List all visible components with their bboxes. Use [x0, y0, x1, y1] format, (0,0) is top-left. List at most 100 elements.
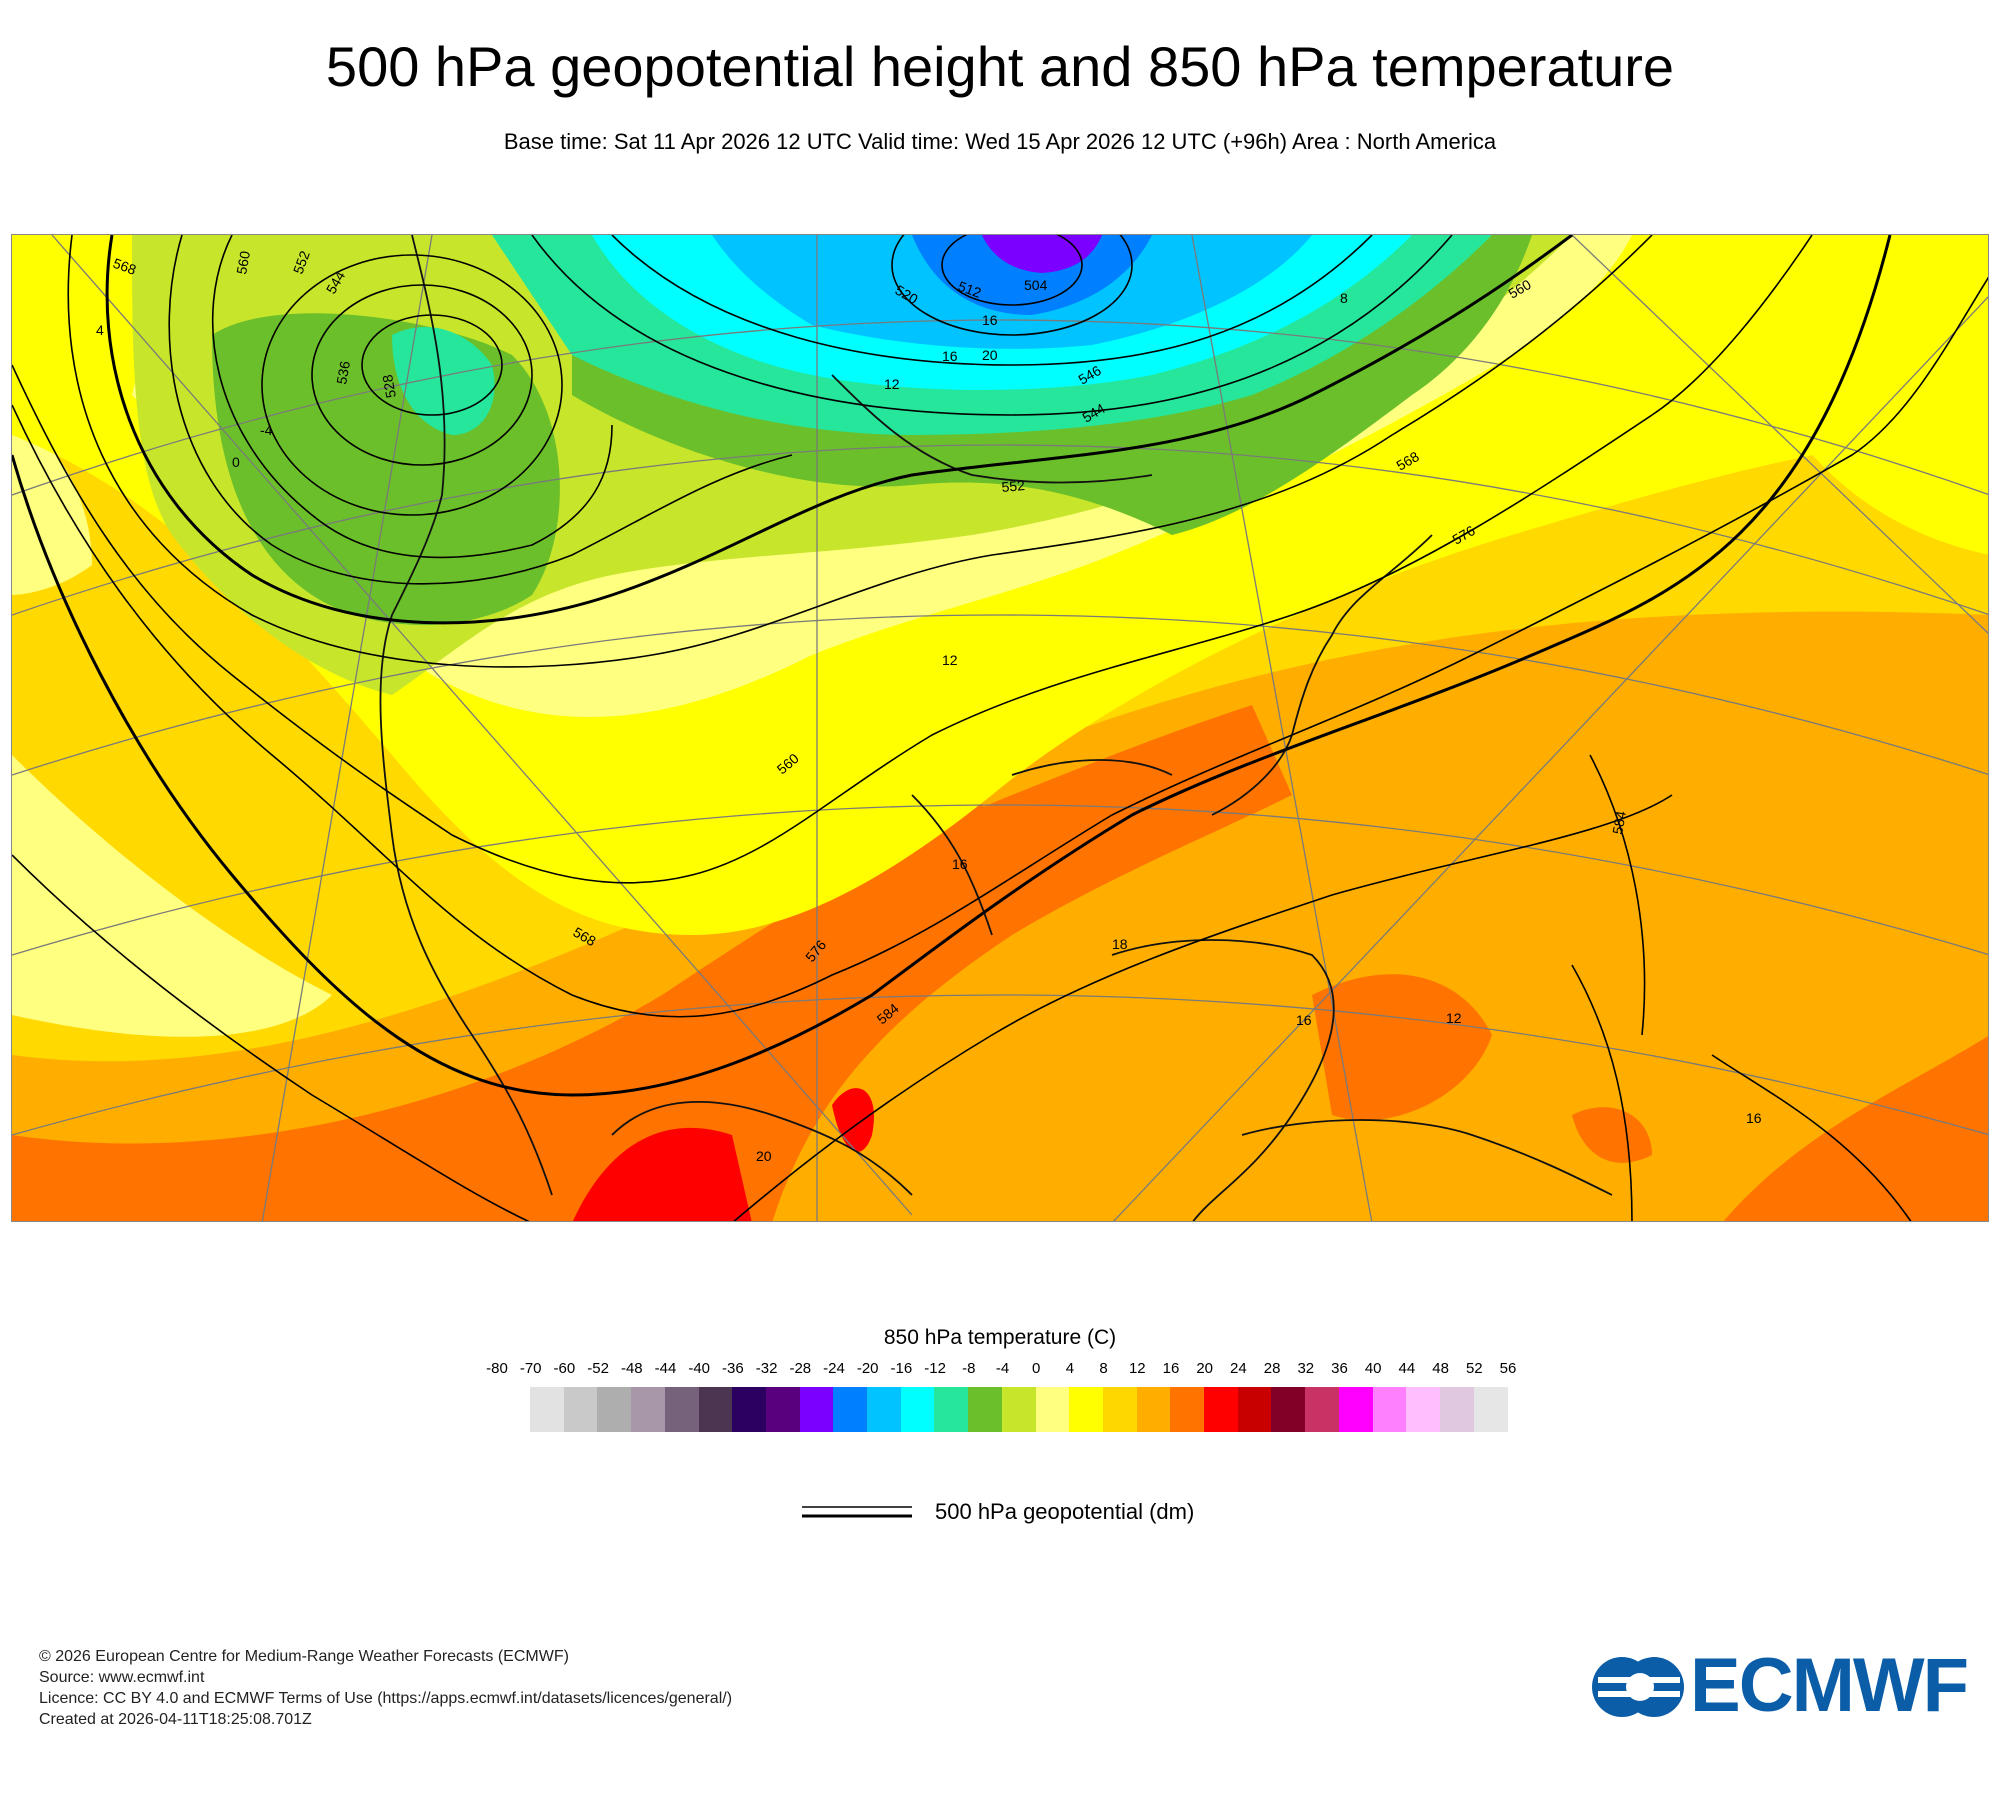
- colorbar-cell: [1406, 1387, 1441, 1432]
- temperature-label: 16: [1746, 1110, 1762, 1126]
- temperature-label: 4: [96, 322, 104, 338]
- licence-line: Licence: CC BY 4.0 and ECMWF Terms of Us…: [39, 1690, 733, 1707]
- colorbar-cell: [1305, 1387, 1340, 1432]
- colorbar-tick-label: 4: [1065, 1360, 1075, 1377]
- colorbar-cell: [698, 1387, 733, 1432]
- geopotential-label: 528: [379, 373, 399, 399]
- colorbar-tick-label: -28: [789, 1360, 812, 1377]
- colorbar-cell: [1102, 1387, 1138, 1432]
- geopotential-label: 552: [290, 248, 313, 276]
- colorbar-tick-label: 20: [1196, 1360, 1214, 1377]
- colorbar-tick-label: 8: [1099, 1360, 1108, 1377]
- colorbar-tick-label: 48: [1432, 1360, 1449, 1377]
- geopotential-label: 584: [1609, 810, 1629, 836]
- geopotential-label: 512: [956, 278, 984, 301]
- colorbar-tick-label: -70: [519, 1360, 542, 1377]
- colorbar-cell: [1170, 1387, 1205, 1432]
- colorbar-tick-label: -52: [587, 1360, 609, 1377]
- temperature-label: 8: [1340, 290, 1348, 306]
- colorbar-cell: [1439, 1387, 1475, 1432]
- colorbar-tick-label: -80: [486, 1360, 508, 1377]
- copyright-line: © 2026 European Centre for Medium-Range …: [39, 1648, 569, 1665]
- colorbar-cell: [1035, 1387, 1070, 1432]
- colorbar-tick-label: 52: [1465, 1360, 1483, 1377]
- colorbar-cell: [867, 1387, 902, 1432]
- colorbar-tick-label: -32: [755, 1360, 778, 1377]
- ecmwf-logo-mark: [1592, 1657, 1684, 1717]
- geopotential-label: 552: [1001, 477, 1026, 495]
- colorbar-cell: [1271, 1387, 1306, 1432]
- colorbar-tick-label: 12: [1128, 1360, 1146, 1377]
- colorbar-cell: [1136, 1387, 1171, 1432]
- colorbar-cell: [1069, 1387, 1104, 1432]
- footer-credits: © 2026 European Centre for Medium-Range …: [39, 1646, 732, 1730]
- colorbar-cell: [1338, 1387, 1373, 1432]
- temperature-label: 18: [1112, 936, 1128, 952]
- colorbar-tick-label: -36: [722, 1360, 744, 1377]
- colorbar-tick-label: 24: [1230, 1360, 1247, 1377]
- temperature-label: -4: [260, 422, 273, 438]
- colorbar-cell: [1001, 1387, 1036, 1432]
- ecmwf-logo: ECMWF: [1588, 1646, 1969, 1726]
- forecast-map[interactable]: 568 560 552 544 536 528 520 512 504 546 …: [11, 234, 1989, 1222]
- temperature-shading: [12, 235, 1988, 1221]
- colorbar-tick-label: 36: [1331, 1360, 1348, 1377]
- geopotential-label: 504: [1024, 277, 1048, 293]
- temperature-label: 16: [952, 856, 968, 872]
- colorbar-tick-label: -8: [962, 1360, 976, 1377]
- graticule: [12, 235, 1988, 1221]
- temperature-label: 16: [942, 348, 958, 364]
- colorbar-cell: [631, 1387, 666, 1432]
- colorbar-cell: [934, 1387, 969, 1432]
- colorbar-tick-label: 32: [1297, 1360, 1315, 1377]
- colorbar-cell: [765, 1387, 801, 1432]
- colorbar-cell: [900, 1387, 935, 1432]
- temperature-label: 12: [884, 376, 900, 392]
- colorbar-tick-label: 28: [1263, 1360, 1281, 1377]
- temperature-label: 0: [232, 454, 240, 470]
- temperature-colorbar: [530, 1387, 1508, 1432]
- colorbar-cell: [1473, 1387, 1508, 1432]
- colorbar-tick-label: -12: [924, 1360, 946, 1377]
- chart-subtitle: Base time: Sat 11 Apr 2026 12 UTC Valid …: [503, 129, 1497, 154]
- colorbar-tick-label: -44: [654, 1360, 677, 1377]
- colorbar-cell: [1204, 1387, 1239, 1432]
- colorbar-tick-label: -16: [890, 1360, 913, 1377]
- colorbar-cell: [530, 1387, 565, 1432]
- temperature-label: 12: [1446, 1010, 1462, 1026]
- colorbar-cell: [732, 1387, 767, 1432]
- temperature-legend-title: 850 hPa temperature (C): [883, 1326, 1117, 1349]
- geopotential-label: 560: [233, 250, 253, 276]
- colorbar-cell: [597, 1387, 632, 1432]
- geopotential-contours: [12, 235, 1988, 1221]
- geopotential-label: 568: [111, 255, 139, 278]
- temperature-label: 16: [982, 312, 998, 328]
- colorbar-tick-label: -48: [620, 1360, 643, 1377]
- colorbar-tick-label: -40: [688, 1360, 711, 1377]
- colorbar-tick-label: 44: [1398, 1360, 1416, 1377]
- colorbar-tick-label: -20: [856, 1360, 879, 1377]
- temperature-label: 20: [982, 347, 998, 363]
- colorbar-tick-label: 16: [1162, 1360, 1180, 1377]
- temperature-label: 20: [756, 1148, 772, 1164]
- colorbar-tick-label: -24: [823, 1360, 845, 1377]
- colorbar-tick-label: 56: [1499, 1360, 1517, 1377]
- colorbar-cell: [968, 1387, 1003, 1432]
- colorbar-tick-label: 0: [1032, 1360, 1041, 1377]
- source-line: Source: www.ecmwf.int: [39, 1669, 205, 1686]
- colorbar-cell: [563, 1387, 598, 1432]
- map-svg: 568 560 552 544 536 528 520 512 504 546 …: [12, 235, 1988, 1221]
- geopotential-label: 536: [333, 360, 353, 386]
- colorbar-cell: [833, 1387, 868, 1432]
- created-line: Created at 2026-04-11T18:25:08.701Z: [39, 1711, 312, 1728]
- geopotential-legend-label: 500 hPa geopotential (dm): [935, 1499, 1195, 1524]
- logo-text: ECMWF: [1690, 1643, 1969, 1728]
- coastlines: [379, 235, 1613, 1221]
- colorbar-tick-label: -60: [553, 1360, 576, 1377]
- chart-title: 500 hPa geopotential height and 850 hPa …: [325, 35, 1675, 98]
- colorbar-cell: [664, 1387, 699, 1432]
- temperature-label: 12: [942, 652, 958, 668]
- colorbar-ticks: -80 -70 -60 -52 -48 -44 -40 -36 -32 -28 -24 -20 -16-…: [0, 1360, 2000, 1380]
- colorbar-tick-label: 40: [1364, 1360, 1382, 1377]
- colorbar-cell: [1237, 1387, 1272, 1432]
